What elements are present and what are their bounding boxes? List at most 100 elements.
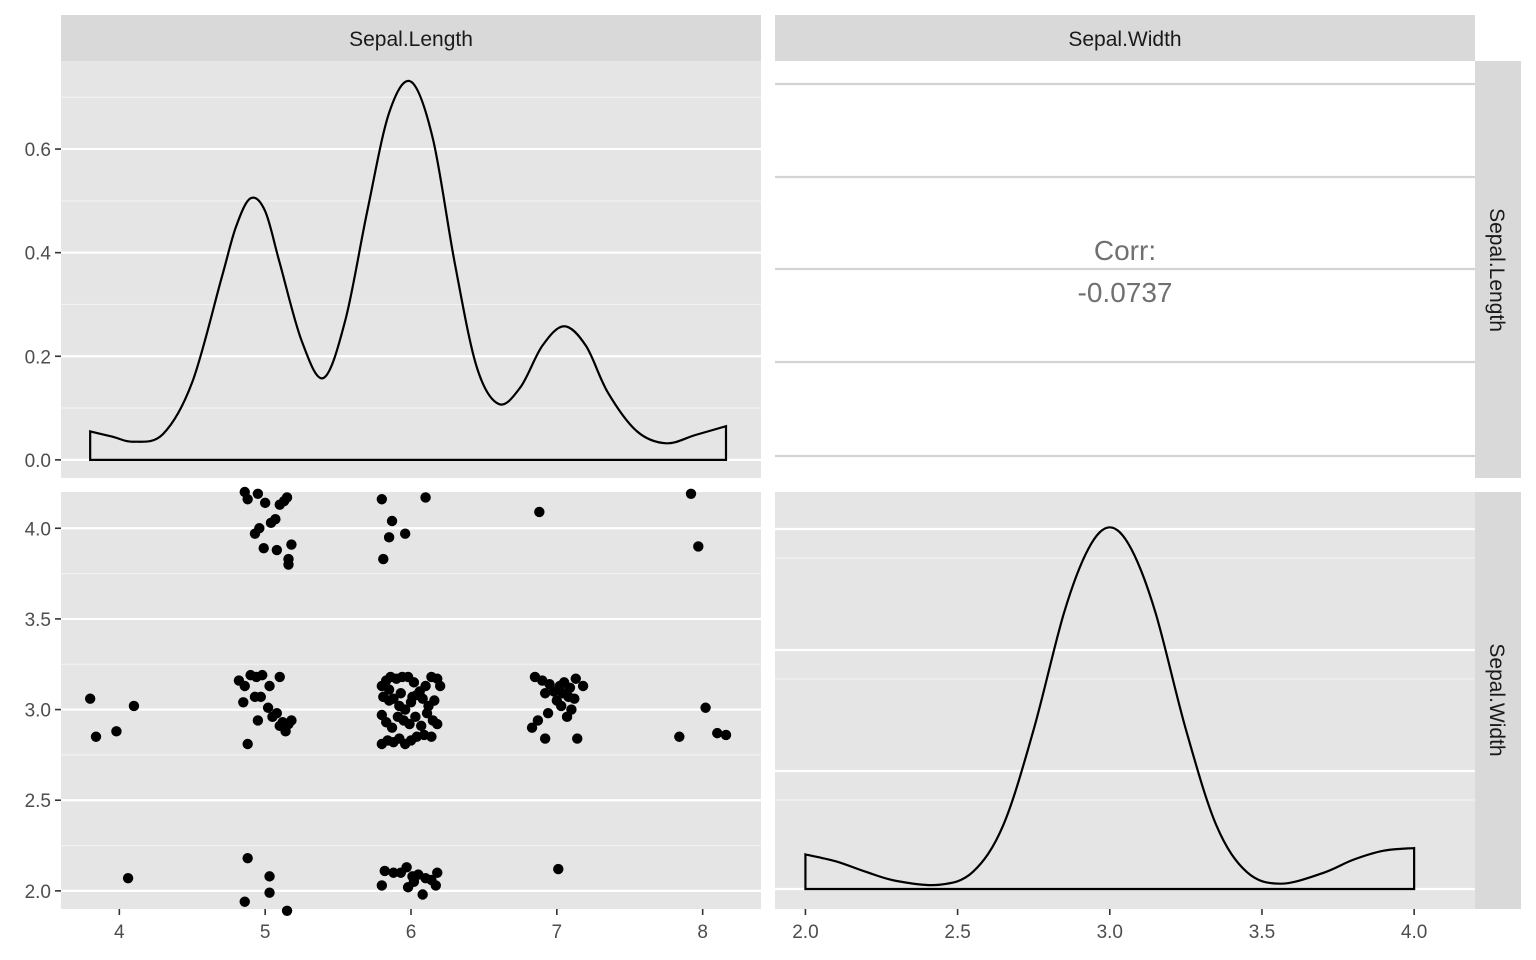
scatter-point xyxy=(238,697,249,708)
scatter-point xyxy=(395,688,406,699)
scatter-point xyxy=(572,733,583,744)
scatter-point xyxy=(401,862,412,873)
scatter-point xyxy=(569,693,580,704)
scatter-point xyxy=(429,695,440,706)
scatter-point xyxy=(416,720,427,732)
scatter-point xyxy=(674,731,685,742)
scatter-point xyxy=(432,718,443,730)
scatter-point xyxy=(570,673,581,684)
scatter-point xyxy=(407,691,418,703)
panel-density-sepal-width xyxy=(775,492,1475,909)
sepal-length-x-tick-label: 5 xyxy=(260,922,271,943)
scatter-point xyxy=(259,497,271,509)
scatter-point xyxy=(577,680,589,692)
scatter-point xyxy=(420,680,431,692)
sepal-length-density-curve xyxy=(89,79,728,461)
scatter-points-layer xyxy=(84,486,732,917)
sepal-width-x-tick-label: 3.5 xyxy=(1249,922,1275,943)
column-strip-2 xyxy=(775,15,1475,61)
scatter-point xyxy=(685,488,697,500)
scatter-point xyxy=(410,711,421,723)
scatter-point xyxy=(386,515,398,527)
scatter-point xyxy=(128,700,140,712)
scatter-point xyxy=(399,704,411,715)
scatter-point xyxy=(257,669,268,681)
scatter-point xyxy=(526,722,538,733)
scatter-point xyxy=(430,880,441,891)
scatter-point xyxy=(720,729,732,741)
scatter-point xyxy=(421,707,433,719)
scatter-point xyxy=(286,715,297,726)
sepal-length-x-tick-label: 8 xyxy=(697,922,708,943)
scatter-point xyxy=(264,871,275,882)
sepal-width-x-tick-label: 4.0 xyxy=(1401,922,1427,943)
column-strip-2-label: Sepal.Width xyxy=(1068,28,1181,51)
sepal-length-x-tick-label: 7 xyxy=(552,922,563,943)
sepal-width-y-tick-label: 4.0 xyxy=(25,519,51,540)
scatter-point xyxy=(534,506,545,518)
scatter-point xyxy=(267,711,278,723)
scatter-point xyxy=(383,532,395,543)
scatter-point xyxy=(434,680,446,692)
scatter-point xyxy=(262,702,274,713)
scatter-point xyxy=(408,677,420,688)
scatter-point xyxy=(280,726,291,737)
scatter-point xyxy=(566,704,577,715)
scatter-point xyxy=(376,880,388,891)
density-y-tick-label: 0.6 xyxy=(25,140,51,161)
column-strip-1 xyxy=(61,15,761,61)
scatter-point xyxy=(242,738,253,750)
scatter-point xyxy=(90,731,102,742)
scatter-point xyxy=(286,539,297,550)
density-y-tick-label: 0.2 xyxy=(25,347,51,368)
sepal-width-x-tick-label: 2.0 xyxy=(792,922,818,943)
scatter-point xyxy=(264,680,275,692)
sepal-width-y-tick-label: 3.0 xyxy=(25,701,51,722)
density-y-tick-label: 0.0 xyxy=(25,451,51,472)
row-strip-1-label: Sepal.Length xyxy=(1485,208,1508,332)
scatter-point xyxy=(122,872,134,884)
sepal-width-y-tick-label: 2.0 xyxy=(25,882,51,903)
scatter-point xyxy=(252,488,264,500)
scatter-point xyxy=(84,693,96,704)
scatter-point xyxy=(712,727,723,739)
axis-ticks-layer: 0.0 0.2 0.4 0.6 2.0 2.5 3.0 3.5 4.0 4 5 6 7 8 2.0 2.5 3.… xyxy=(25,140,1428,943)
row-strip-2-label: Sepal.Width xyxy=(1485,643,1508,756)
scatter-point xyxy=(242,494,253,505)
scatter-point xyxy=(264,887,275,898)
scatter-point xyxy=(693,541,704,552)
scatter-point xyxy=(383,684,395,695)
scatter-point xyxy=(420,492,431,503)
row-strip-2 xyxy=(1475,492,1521,909)
scatter-point xyxy=(281,905,293,917)
scatter-point xyxy=(386,722,398,733)
scatter-point xyxy=(408,876,420,887)
scatter-point xyxy=(404,718,415,730)
scatter-point xyxy=(556,700,567,712)
scatter-point xyxy=(255,691,266,703)
scatter-point xyxy=(281,492,293,503)
scatter-point xyxy=(700,702,711,713)
scatter-point xyxy=(111,726,122,737)
scatter-point xyxy=(252,715,264,726)
sepal-width-density-curve xyxy=(804,526,1416,891)
scatter-point xyxy=(432,867,443,878)
column-strip-1-label: Sepal.Length xyxy=(349,28,473,51)
scatter-point xyxy=(388,693,399,704)
scatter-point xyxy=(270,514,281,525)
scatter-point xyxy=(417,693,428,704)
sepal-length-x-tick-label: 4 xyxy=(114,922,125,943)
scatter-point xyxy=(553,863,564,875)
sepal-width-y-tick-label: 3.5 xyxy=(25,610,51,631)
scatter-point xyxy=(376,494,388,505)
scatter-point xyxy=(426,731,437,742)
scatter-point xyxy=(399,528,411,539)
sepal-width-y-tick-label: 2.5 xyxy=(25,791,51,812)
scatter-point xyxy=(532,715,544,726)
scatter-point xyxy=(539,733,551,744)
scatter-point xyxy=(254,523,265,534)
sepal-width-x-tick-label: 2.5 xyxy=(944,922,970,943)
scatter-point xyxy=(379,865,390,877)
correlation-value: -0.0737 xyxy=(1078,277,1173,308)
